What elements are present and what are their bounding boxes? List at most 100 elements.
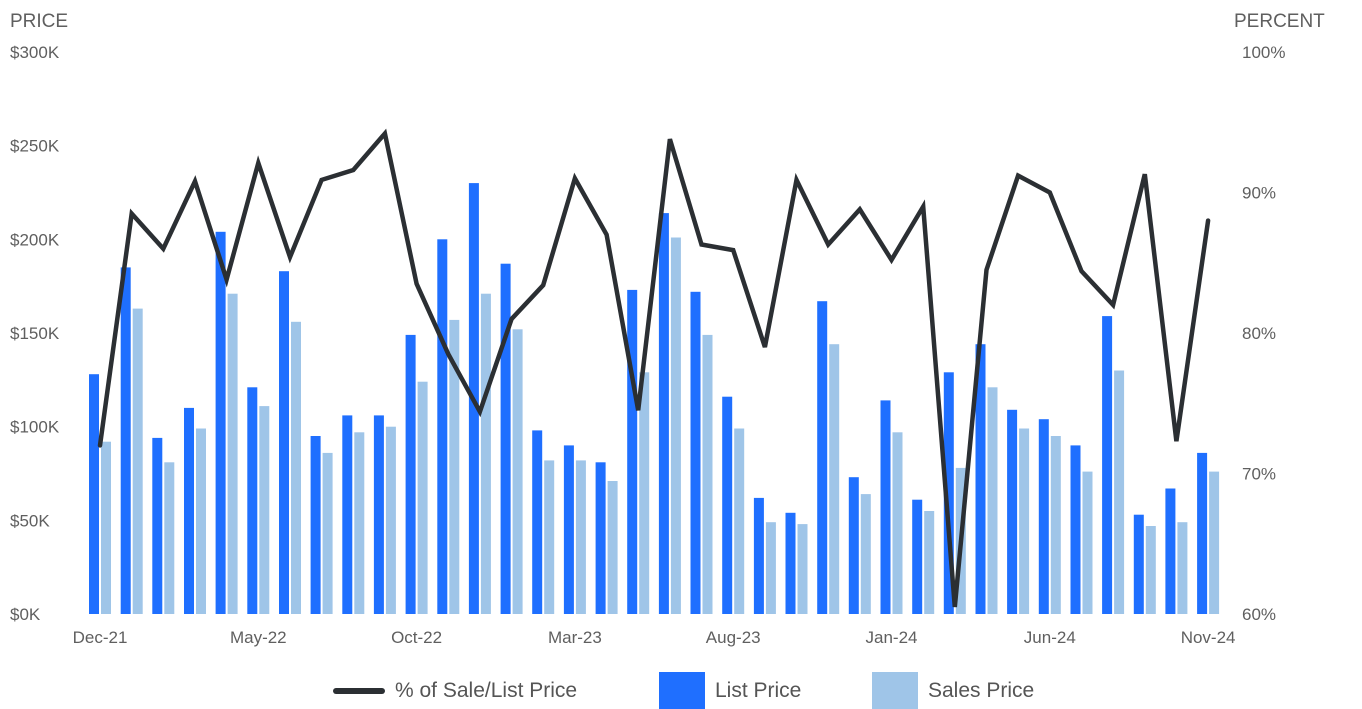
list-price-bar — [279, 271, 289, 614]
legend-label-sales-price: Sales Price — [928, 678, 1035, 702]
list-price-bar — [1007, 409, 1018, 614]
legend-list-swatch — [659, 672, 705, 709]
x-tick-label: May-22 — [230, 628, 287, 647]
sales-price-bar — [1114, 370, 1125, 614]
list-price-bar — [690, 291, 701, 614]
y-left-tick-label: $200K — [10, 230, 60, 249]
list-price-bar — [563, 445, 574, 614]
sales-price-bar — [860, 494, 871, 614]
legend-item-sales-price: Sales Price — [872, 672, 1034, 709]
sales-price-bar — [385, 426, 396, 614]
list-price-bar — [627, 289, 638, 614]
list-price-bar — [405, 334, 416, 614]
list-price-bar — [184, 407, 194, 614]
y-right-tick-label: 80% — [1242, 324, 1276, 343]
list-price-bar — [152, 437, 163, 614]
list-price-bar — [848, 477, 859, 614]
y-left-tick-label: $0K — [10, 605, 41, 624]
right-axis-title: PERCENT — [1234, 11, 1325, 32]
legend: % of Sale/List Price List Price Sales Pr… — [0, 672, 1362, 709]
sales-price-bar — [892, 432, 903, 614]
sales-price-bar — [734, 428, 745, 614]
percent-line — [97, 128, 1211, 608]
list-price-bar — [310, 436, 321, 614]
list-price-bar — [1165, 488, 1176, 614]
legend-item-list-price: List Price — [659, 672, 801, 709]
list-price-bar — [532, 430, 543, 614]
sales-price-bar — [417, 381, 428, 614]
x-tick-label: Oct-22 — [391, 628, 442, 647]
sales-price-bar — [607, 481, 618, 614]
legend-label-list-price: List Price — [715, 678, 802, 702]
y-left-tick-label: $100K — [10, 418, 60, 437]
list-price-bar — [658, 213, 669, 614]
list-price-bar — [880, 400, 891, 614]
sales-price-bar — [1145, 526, 1156, 614]
list-price-bar — [1038, 419, 1049, 614]
legend-line-swatch — [333, 687, 385, 694]
x-tick-label: Jan-24 — [866, 628, 918, 647]
sales-price-bar — [670, 237, 681, 614]
list-price-bar — [342, 415, 353, 614]
legend-sales-swatch — [872, 672, 918, 709]
sales-price-bar — [639, 372, 650, 614]
y-left-tick-label: $300K — [10, 43, 60, 62]
y-left-tick-label: $150K — [10, 324, 60, 343]
list-price-bar — [247, 387, 258, 614]
list-price-bar — [595, 462, 606, 614]
sales-price-bar — [101, 441, 111, 614]
list-price-bar — [722, 396, 733, 614]
list-price-bar — [975, 344, 986, 614]
list-price-bar — [437, 239, 448, 615]
y-left-tick-label: $50K — [10, 511, 50, 530]
list-price-bar — [817, 301, 828, 614]
x-tick-label: Aug-23 — [706, 628, 761, 647]
list-price-bar — [912, 499, 923, 614]
sales-price-bar — [227, 293, 238, 614]
list-price-bar — [943, 372, 954, 614]
legend-label-percent: % of Sale/List Price — [395, 678, 578, 702]
sales-price-bar — [291, 321, 301, 614]
y-right-tick-label: 100% — [1242, 43, 1285, 62]
left-axis-ticks: $0K $50K $100K $150K $200K $250K $300K — [10, 43, 60, 624]
y-right-tick-label: 60% — [1242, 605, 1276, 624]
list-price-bar — [753, 497, 764, 614]
sales-price-bar — [575, 460, 586, 614]
sales-price-bar — [512, 329, 523, 614]
y-right-tick-label: 70% — [1242, 465, 1276, 484]
sales-price-bar — [259, 406, 270, 614]
list-price-bar — [215, 231, 226, 615]
sales-price-bar — [1209, 471, 1220, 614]
sales-price-bar — [797, 524, 808, 614]
sales-price-bar — [1177, 522, 1188, 614]
line-series — [97, 128, 1211, 608]
sales-price-bar — [1050, 436, 1061, 614]
left-axis-title: PRICE — [10, 11, 68, 32]
sales-price-bar — [544, 460, 555, 614]
list-price-bar — [1133, 514, 1144, 614]
combo-chart: PRICE PERCENT $0K $50K $100K $150K $200K $250… — [10, 11, 1325, 647]
legend-item-percent: % of Sale/List Price — [333, 672, 577, 709]
list-price-bar — [1070, 445, 1081, 614]
sales-price-bar — [449, 319, 460, 614]
x-tick-label: Nov-24 — [1181, 628, 1236, 647]
sales-price-bar — [924, 511, 935, 614]
sales-price-bar — [765, 522, 776, 614]
y-right-tick-label: 90% — [1242, 184, 1276, 203]
x-tick-label: Jun-24 — [1024, 628, 1076, 647]
sales-price-bar — [322, 452, 333, 614]
sales-price-bar — [987, 387, 998, 614]
sales-price-bar — [196, 428, 206, 614]
list-price-bar — [89, 374, 99, 614]
list-price-bar — [1102, 316, 1113, 614]
list-price-bar — [120, 267, 131, 614]
sales-price-bar — [702, 334, 713, 614]
x-axis-ticks: Dec-21 May-22 Oct-22 Mar-23 Aug-23 Jan-24 Jun-… — [73, 628, 1236, 647]
sales-price-bar — [829, 344, 840, 614]
sales-price-bar — [132, 308, 143, 614]
list-price-bar — [785, 512, 796, 614]
y-left-tick-label: $250K — [10, 137, 60, 156]
sales-price-bar — [354, 432, 365, 614]
list-price-bar — [373, 415, 384, 614]
sales-price-bar — [1082, 471, 1093, 614]
